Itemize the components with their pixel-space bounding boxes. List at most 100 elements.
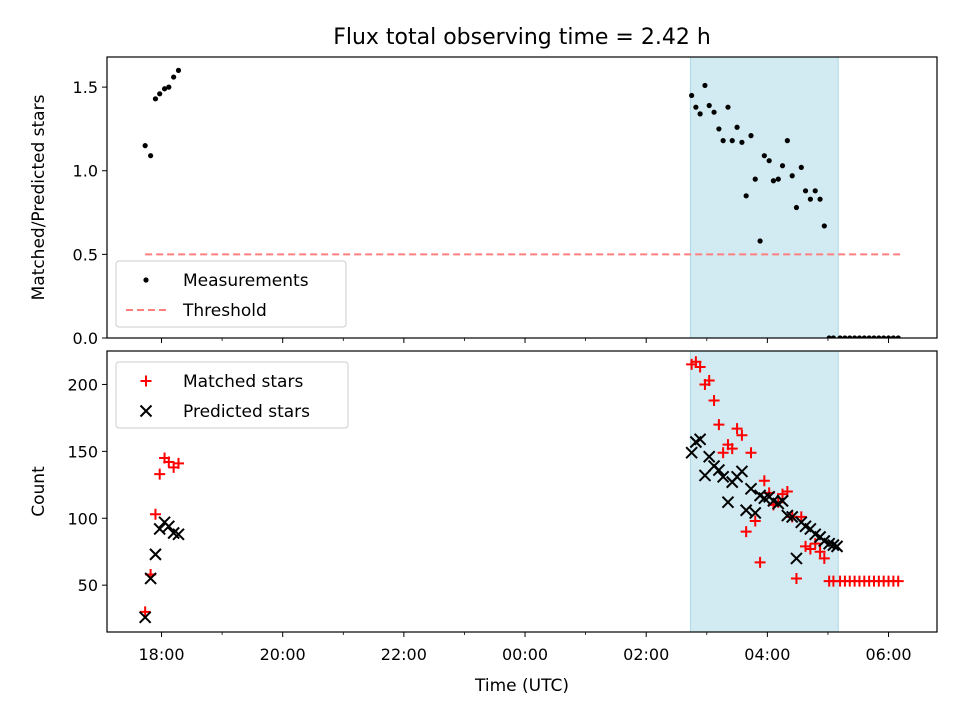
y-tick-label: 0.0 (73, 329, 98, 348)
matched-star-point (814, 546, 826, 558)
measurement-point (161, 86, 168, 92)
predicted-star-point (735, 465, 749, 478)
y-tick-label: 1.0 (73, 162, 98, 181)
measurement-point (890, 335, 896, 338)
plot-area (142, 67, 901, 338)
measurement-point (743, 193, 749, 199)
predicted-star-point (822, 537, 836, 550)
measurement-point (895, 335, 901, 338)
measurement-point (784, 138, 790, 144)
axes-frame (106, 56, 938, 339)
matched-star-point (745, 447, 757, 459)
x-tick-label: 00:00 (502, 645, 548, 664)
matched-star-point (717, 447, 729, 459)
x-tick-label: 04:00 (744, 645, 790, 664)
highlight-span (689, 56, 839, 339)
matched-star-point (795, 511, 807, 523)
measurement-point (876, 335, 882, 338)
predicted-star-point (172, 528, 185, 541)
measurement-point (830, 335, 837, 338)
measurement-point (881, 335, 887, 338)
measurement-point (793, 204, 800, 211)
legend-label: Predicted stars (183, 402, 310, 422)
matched-star-point (703, 374, 715, 386)
measurement-point (837, 335, 843, 338)
measurement-point (847, 335, 853, 338)
measurement-point (716, 126, 722, 132)
predicted-star-point (716, 470, 730, 483)
plot-area (138, 356, 904, 624)
measurement-point (871, 335, 877, 338)
y-tick-label: 50 (78, 576, 98, 595)
y-tick-label: 150 (67, 442, 98, 461)
legend-marker-predicted (139, 404, 153, 418)
matched-star-point (694, 361, 706, 373)
measurement-point (821, 223, 827, 229)
measurement-point (166, 84, 172, 90)
matched-star-point (139, 606, 151, 618)
predicted-star-point (138, 611, 152, 624)
y-tick-label: 0.5 (73, 245, 98, 264)
predicted-star-point (721, 495, 735, 509)
measurement-point (697, 111, 703, 117)
matched-star-point (713, 419, 725, 431)
matched-star-point (809, 538, 821, 550)
measurement-point (752, 176, 758, 182)
matched-star-point (736, 429, 748, 441)
predicted-star-point (702, 450, 716, 463)
predicted-star-point (785, 510, 799, 524)
measurement-point (770, 178, 777, 184)
y-tick-label: 1.5 (73, 78, 98, 97)
predicted-star-point (685, 446, 698, 459)
measurement-point (789, 173, 795, 179)
predicted-star-point (744, 482, 758, 496)
predicted-star-point (776, 494, 789, 508)
measurement-point (711, 109, 717, 115)
measurement-point (798, 164, 804, 170)
predicted-star-point (749, 506, 762, 520)
measurement-point (175, 67, 182, 73)
x-tick-label: 06:00 (865, 645, 911, 664)
x-tick-label: 02:00 (623, 645, 669, 664)
measurement-point (693, 104, 699, 110)
measurement-point (729, 138, 735, 144)
predicted-star-point (693, 433, 707, 446)
series-matched-stars (139, 356, 904, 618)
y-axis-label: Matched/Predicted stars (29, 94, 49, 300)
matched-star-point (708, 395, 720, 407)
measurement-point (779, 163, 786, 169)
measurement-point (152, 96, 159, 102)
matched-star-point (804, 543, 816, 555)
measurement-point (171, 74, 177, 80)
top-panel-measurements: 0.0 0.5 1.0 1.5 Matched/Predicted stars Measu… (29, 56, 938, 348)
measurement-point (802, 188, 809, 194)
x-tick-label: 18:00 (138, 645, 184, 664)
measurement-point (157, 91, 163, 97)
measurement-point (720, 138, 726, 144)
predicted-star-point (162, 520, 176, 533)
predicted-star-point (827, 538, 840, 552)
measurement-point (856, 335, 863, 338)
measurement-point (748, 133, 754, 139)
measurement-point (142, 143, 148, 149)
series-measurements (142, 67, 901, 338)
measurement-point (739, 139, 745, 145)
measurement-point (812, 188, 818, 194)
legend-label: Threshold (182, 301, 267, 321)
bottom-panel-counts: 50 100 150 200 Count 18:00 20:00 22:00 00:00 02:0… (29, 350, 938, 664)
matched-star-point (749, 515, 761, 527)
legend-marker-matched (140, 375, 152, 387)
measurement-point (826, 335, 832, 338)
legend-label: Matched stars (183, 372, 303, 392)
predicted-star-point (144, 572, 157, 585)
matched-star-point (758, 475, 770, 487)
x-tick-label: 20:00 (260, 645, 306, 664)
legend-box (115, 260, 347, 328)
measurement-point (734, 124, 740, 130)
matched-star-point (731, 423, 743, 435)
y-axis-label: Count (29, 466, 49, 517)
matched-star-point (149, 508, 161, 520)
x-axis-label: Time (UTC) (474, 676, 569, 696)
measurement-point (861, 335, 867, 338)
measurement-point (842, 335, 848, 338)
